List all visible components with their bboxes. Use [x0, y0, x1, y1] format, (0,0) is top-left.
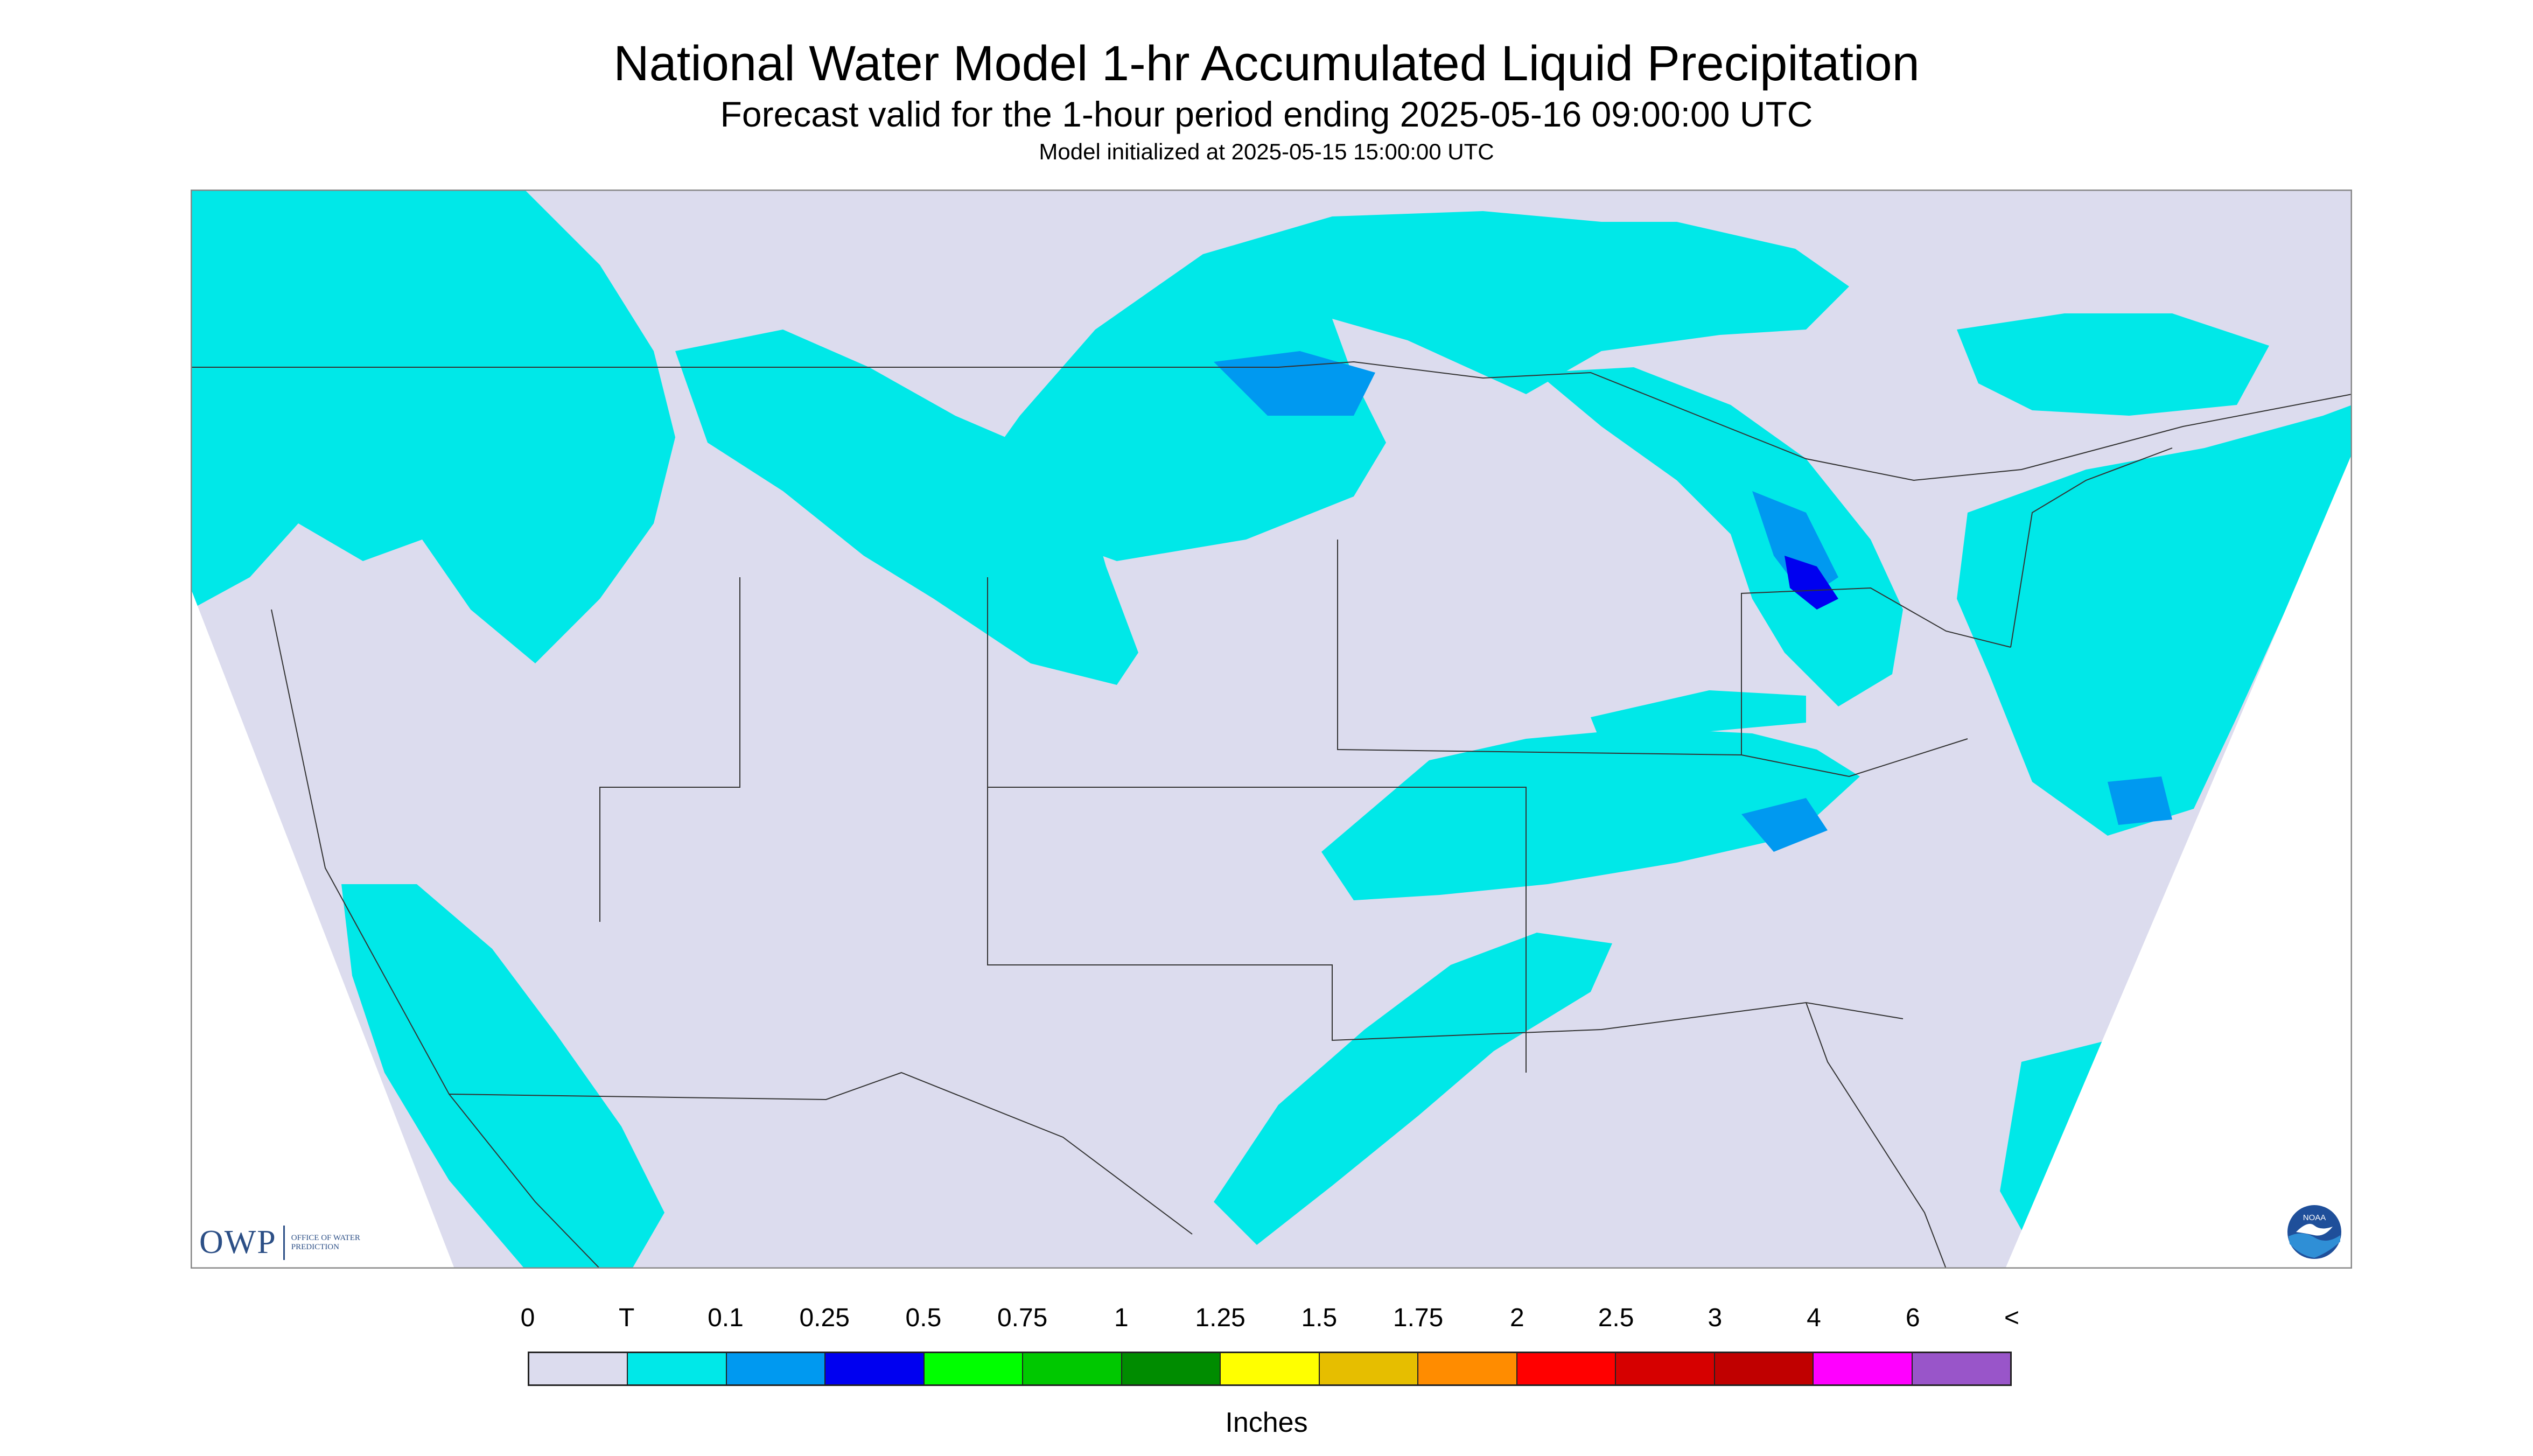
map-border	[191, 190, 2352, 1269]
legend-swatch	[726, 1353, 826, 1384]
legend-swatch	[1715, 1353, 1814, 1384]
legend-tick-label: 1	[1114, 1304, 1129, 1332]
noaa-logo-wave	[2289, 1233, 2340, 1258]
legend-tick-label: 1.5	[1301, 1304, 1338, 1332]
legend-tick-label: 0.25	[799, 1304, 850, 1332]
precip-area	[341, 884, 664, 1269]
precip-area	[1591, 690, 1806, 744]
legend-swatch	[1616, 1353, 1715, 1384]
border-line	[449, 1072, 1193, 1235]
legend-tick-label: 3	[1708, 1304, 1723, 1332]
legend-swatch	[1912, 1353, 2011, 1384]
legend-tick-label: 1.25	[1195, 1304, 1245, 1332]
precip-area	[1537, 367, 1903, 706]
legend-swatch	[1122, 1353, 1221, 1384]
legend-tick-label: 0.75	[997, 1304, 1048, 1332]
precip-area	[1214, 933, 1612, 1245]
legend-tick-label: 6	[1905, 1304, 1920, 1332]
border-line	[987, 577, 1527, 1073]
owp-logo-icon: OWP OFFICE OF WATER PREDICTION	[199, 1223, 372, 1262]
legend-tick-label: 4	[1807, 1304, 1821, 1332]
legend-swatch	[1319, 1353, 1419, 1384]
owp-logo-divider	[283, 1225, 285, 1260]
legend-swatch	[1418, 1353, 1517, 1384]
state-boundaries	[191, 361, 2352, 1269]
legend-tick-label: <	[2004, 1304, 2020, 1332]
legend-swatch	[628, 1353, 727, 1384]
precipitation-layer	[191, 190, 2352, 1269]
legend-tick-label: T	[619, 1304, 635, 1332]
legend-swatch	[1221, 1353, 1320, 1384]
precipitation-map	[191, 190, 2352, 1269]
owp-logo-text: OWP	[199, 1224, 277, 1261]
noaa-logo-icon: NOAA	[2287, 1205, 2341, 1259]
border-line	[599, 577, 740, 922]
map-subtitle: Forecast valid for the 1-hour period end…	[720, 94, 1813, 134]
legend-swatch	[1814, 1353, 1913, 1384]
legend-tick-label: 0.1	[708, 1304, 744, 1332]
border-line	[2010, 447, 2173, 648]
noaa-logo-text: NOAA	[2303, 1213, 2326, 1222]
border-line	[1806, 1002, 1947, 1269]
precip-area	[1957, 405, 2352, 836]
precip-area	[1321, 728, 1860, 900]
precip-area	[1957, 313, 2269, 416]
legend-tick-label: 2	[1509, 1304, 1524, 1332]
legend-tick-label: 0.5	[905, 1304, 942, 1332]
legend-units: Inches	[1225, 1407, 1308, 1438]
legend-tick-label: 0	[520, 1304, 535, 1332]
precip-area	[191, 190, 675, 663]
legend-swatch	[1023, 1353, 1122, 1384]
precip-area	[966, 211, 1849, 561]
precip-area	[675, 330, 1138, 685]
legend-swatch	[825, 1353, 925, 1384]
legend-color-bar	[528, 1352, 2012, 1386]
legend-tick-label: 2.5	[1598, 1304, 1634, 1332]
map-title: National Water Model 1-hr Accumulated Li…	[613, 36, 1920, 91]
precip-core	[1741, 798, 1828, 852]
legend-swatch	[1517, 1353, 1617, 1384]
border-line	[1741, 587, 2011, 755]
legend-tick-label: 1.75	[1393, 1304, 1444, 1332]
border-line	[191, 361, 2352, 481]
precip-heavy-core	[1785, 556, 1838, 610]
noaa-logo-gull	[2296, 1223, 2333, 1236]
legend-swatch	[924, 1353, 1024, 1384]
legend-swatch	[529, 1353, 628, 1384]
precip-core	[2108, 776, 2172, 825]
model-init-note: Model initialized at 2025-05-15 15:00:00…	[1039, 139, 1494, 164]
legend-labels: 0 T 0.1 0.25 0.5 0.75 1 1.25 1.5 1.75 2 2.5 3 4 6 <	[0, 1303, 2533, 1341]
model-domain	[191, 190, 2352, 1269]
owp-logo-subtext: OFFICE OF WATER PREDICTION	[291, 1233, 360, 1251]
